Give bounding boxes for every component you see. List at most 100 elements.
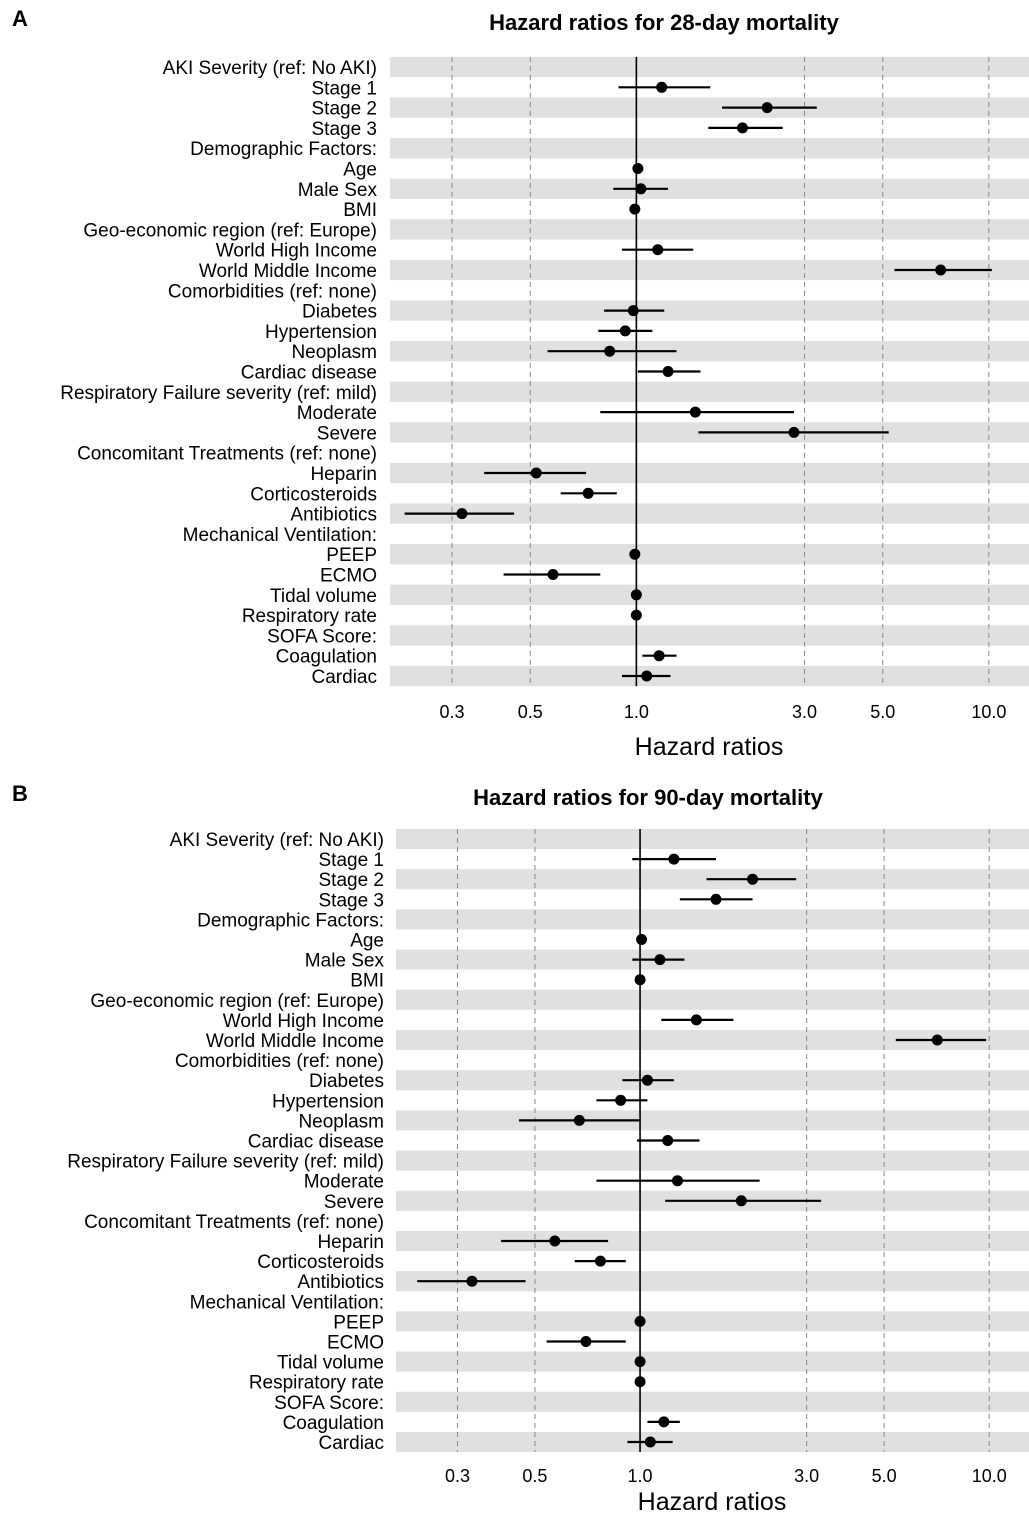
x-axis-label: Hazard ratios xyxy=(638,1488,787,1516)
point-estimate xyxy=(662,366,674,377)
row-label: ECMO xyxy=(320,566,377,587)
point-estimate xyxy=(658,1416,670,1428)
row-label: Stage 3 xyxy=(319,890,385,911)
point-estimate xyxy=(594,1255,606,1267)
point-estimate xyxy=(582,487,594,499)
row-label: Neoplasm xyxy=(298,1111,384,1132)
row-band xyxy=(390,178,1029,199)
panel-a: A Hazard ratios for 28-day mortality AKI … xyxy=(12,6,1029,761)
row-label: Respiratory rate xyxy=(242,606,377,627)
row-label: Hypertension xyxy=(265,322,377,343)
row-label: Cardiac xyxy=(319,1433,384,1454)
row-label: PEEP xyxy=(326,545,377,566)
row-band xyxy=(390,584,1029,605)
point-estimate xyxy=(690,1014,702,1026)
point-estimate xyxy=(641,1074,653,1086)
point-estimate xyxy=(573,1114,585,1126)
forest-plot-90-day: Hazard ratios for 90-day mortality AKI Se… xyxy=(67,785,1029,1516)
point-estimate xyxy=(931,1034,943,1046)
row-label: Geo-economic region (ref: Europe) xyxy=(90,991,384,1012)
point-estimate xyxy=(641,670,653,682)
point-estimate xyxy=(671,1175,683,1187)
point-estimate xyxy=(634,1315,646,1327)
point-estimate xyxy=(530,467,542,479)
row-band xyxy=(390,219,1029,240)
point-estimate xyxy=(710,893,722,905)
point-estimate xyxy=(668,853,680,865)
row-label: Corticosteroids xyxy=(250,484,377,505)
point-estimate xyxy=(627,305,639,317)
row-band xyxy=(396,1351,1029,1372)
row-label: Comorbidities (ref: none) xyxy=(168,281,377,302)
point-estimate xyxy=(653,650,665,662)
row-label: ECMO xyxy=(327,1333,384,1354)
row-label: SOFA Score: xyxy=(267,626,377,647)
point-estimate xyxy=(689,406,701,418)
x-tick-label: 0.5 xyxy=(522,1466,547,1486)
row-label: Male Sex xyxy=(298,180,378,201)
point-estimate xyxy=(615,1094,627,1106)
point-estimate xyxy=(634,1356,646,1368)
row-label: Stage 1 xyxy=(319,850,385,871)
row-label: Demographic Factors: xyxy=(197,910,384,931)
row-label: Age xyxy=(350,931,384,952)
x-tick-label: 0.3 xyxy=(445,1466,470,1486)
row-label: Coagulation xyxy=(283,1413,384,1434)
point-estimate xyxy=(747,873,759,885)
chart-title: Hazard ratios for 90-day mortality xyxy=(473,785,823,810)
row-label: Respiratory rate xyxy=(249,1373,384,1394)
row-label: World High Income xyxy=(216,241,377,262)
x-tick-label: 1.0 xyxy=(624,702,649,722)
row-label: Heparin xyxy=(310,464,377,485)
row-band xyxy=(396,1311,1029,1332)
row-label: Male Sex xyxy=(305,951,385,972)
row-band xyxy=(390,381,1029,402)
x-tick-label: 1.0 xyxy=(628,1466,653,1486)
row-label: BMI xyxy=(343,200,377,221)
row-label: Stage 2 xyxy=(312,99,378,120)
row-band xyxy=(390,341,1029,362)
point-estimate xyxy=(935,264,947,276)
row-band xyxy=(396,1029,1029,1051)
row-label: Coagulation xyxy=(276,647,377,668)
row-label: World Middle Income xyxy=(199,261,377,282)
row-label: Cardiac disease xyxy=(248,1132,384,1153)
row-band xyxy=(396,1391,1029,1412)
row-label: Comorbidities (ref: none) xyxy=(175,1051,384,1072)
point-estimate xyxy=(652,244,664,256)
point-estimate xyxy=(629,203,641,215)
point-estimate xyxy=(735,1195,747,1207)
row-band xyxy=(390,503,1029,524)
point-estimate xyxy=(761,102,773,114)
row-band xyxy=(396,949,1029,970)
point-estimate xyxy=(630,609,642,621)
row-label: Diabetes xyxy=(302,302,377,323)
point-estimate xyxy=(547,569,559,580)
panel-b: B Hazard ratios for 90-day mortality AKI … xyxy=(0,775,1029,1518)
row-label: Moderate xyxy=(304,1172,384,1193)
point-estimate xyxy=(629,548,641,560)
row-label: Heparin xyxy=(317,1232,384,1253)
x-tick-label: 3.0 xyxy=(794,1466,819,1486)
row-band xyxy=(390,56,1029,78)
row-band xyxy=(390,138,1029,159)
row-band xyxy=(396,1070,1029,1091)
forest-plot-28-day: Hazard ratios for 28-day mortality AKI Se… xyxy=(60,10,1029,761)
row-label: Demographic Factors: xyxy=(190,139,377,160)
row-label: Tidal volume xyxy=(270,586,377,607)
row-label: Mechanical Ventilation: xyxy=(190,1292,384,1313)
point-estimate xyxy=(630,589,642,601)
row-label: Moderate xyxy=(297,403,377,424)
row-label: Stage 2 xyxy=(319,870,385,891)
row-band xyxy=(396,1230,1029,1252)
point-estimate xyxy=(635,183,647,195)
row-band xyxy=(396,828,1029,850)
row-band xyxy=(390,97,1029,118)
row-band xyxy=(396,1110,1029,1131)
row-label: Geo-economic region (ref: Europe) xyxy=(83,220,377,241)
point-estimate xyxy=(634,1376,646,1388)
point-estimate xyxy=(644,1436,656,1448)
point-estimate xyxy=(549,1235,561,1247)
row-band xyxy=(396,1271,1029,1292)
point-estimate xyxy=(619,325,631,337)
